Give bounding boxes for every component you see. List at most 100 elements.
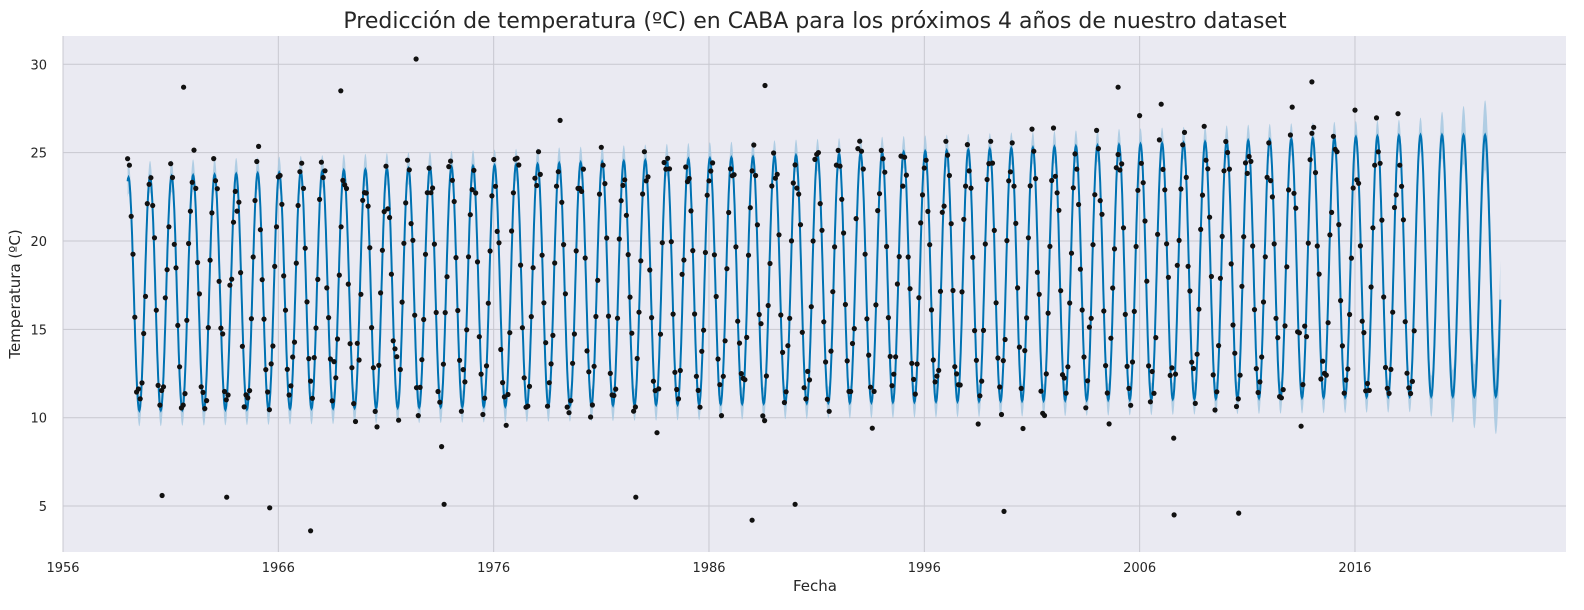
observed-point <box>1257 379 1263 385</box>
observed-point <box>322 168 328 174</box>
observed-point <box>919 192 926 198</box>
observed-point <box>708 168 714 174</box>
observed-point <box>485 300 491 306</box>
observed-point <box>519 325 526 331</box>
observed-point <box>880 156 886 162</box>
observed-point <box>1291 190 1297 196</box>
observed-point <box>1189 359 1195 365</box>
observed-point <box>187 208 193 214</box>
observed-point <box>290 354 296 360</box>
observed-point <box>808 304 814 310</box>
observed-point <box>230 219 237 225</box>
observed-point <box>905 254 911 260</box>
observed-point <box>815 150 822 156</box>
observed-point <box>873 302 879 308</box>
observed-point <box>690 248 696 254</box>
observed-point <box>1106 421 1112 427</box>
observed-point <box>1070 185 1076 191</box>
observed-point <box>991 227 997 233</box>
observed-point <box>1323 372 1329 378</box>
observed-point <box>1307 157 1313 163</box>
observed-point <box>546 380 552 386</box>
observed-point <box>1009 140 1015 146</box>
observed-point <box>641 149 648 155</box>
observed-point <box>1300 382 1306 388</box>
observed-point <box>413 56 419 62</box>
observed-point <box>1054 190 1060 196</box>
observed-point <box>848 388 854 395</box>
observed-point <box>928 307 935 313</box>
observed-point <box>396 417 402 423</box>
observed-point <box>537 171 543 177</box>
observed-point <box>1187 288 1193 294</box>
observed-point <box>270 343 276 349</box>
observed-point <box>191 147 197 153</box>
observed-point <box>221 388 228 395</box>
observed-point <box>1384 385 1390 391</box>
observed-point <box>735 318 741 324</box>
observed-point <box>731 172 737 178</box>
observed-point <box>1284 264 1290 270</box>
observed-point <box>674 386 680 393</box>
observed-point <box>1327 232 1333 238</box>
observed-point <box>828 348 834 354</box>
observed-point <box>1061 375 1067 381</box>
observed-point <box>1329 209 1335 215</box>
observed-point <box>334 336 341 342</box>
observed-point <box>444 274 450 280</box>
observed-point <box>552 260 558 266</box>
observed-point <box>1155 231 1161 237</box>
observed-point <box>200 389 206 395</box>
observed-point <box>718 413 725 419</box>
observed-point <box>1034 269 1040 275</box>
observed-point <box>238 270 244 276</box>
observed-point <box>1266 140 1272 146</box>
observed-point <box>1110 285 1116 291</box>
observed-point <box>318 159 324 165</box>
observed-point <box>857 138 863 144</box>
observed-point <box>1205 166 1211 172</box>
observed-point <box>882 169 888 175</box>
y-tick-label: 30 <box>30 58 47 73</box>
observed-point <box>204 398 210 404</box>
observed-point <box>182 391 188 397</box>
observed-point <box>1086 324 1092 330</box>
observed-point <box>778 312 784 318</box>
observed-point <box>1050 125 1057 131</box>
observed-point <box>1359 318 1365 324</box>
observed-point <box>369 325 375 331</box>
x-tick-label: 1976 <box>477 561 510 576</box>
observed-point <box>1316 271 1322 277</box>
observed-point <box>146 181 152 187</box>
observed-point <box>229 276 235 282</box>
observed-point <box>1244 170 1250 176</box>
observed-point <box>727 166 734 172</box>
observed-point <box>1006 178 1012 184</box>
observed-point <box>392 346 398 352</box>
observed-point <box>1248 158 1254 164</box>
observed-point <box>902 154 908 160</box>
observed-point <box>160 384 167 390</box>
observed-point <box>1138 160 1144 166</box>
observed-point <box>1036 291 1042 297</box>
observed-point <box>1397 162 1403 168</box>
observed-point <box>415 413 421 419</box>
observed-point <box>234 208 240 214</box>
observed-point <box>507 330 513 336</box>
observed-point <box>810 238 816 244</box>
observed-point <box>781 399 788 406</box>
observed-point <box>844 358 850 364</box>
observed-point <box>1318 376 1324 382</box>
observed-point <box>1395 111 1401 117</box>
observed-point <box>677 367 683 374</box>
observed-point <box>177 364 183 370</box>
observed-point <box>150 202 156 209</box>
observed-point <box>796 191 802 197</box>
observed-point <box>383 163 389 169</box>
observed-point <box>839 196 845 202</box>
observed-point <box>1038 388 1044 394</box>
observed-point <box>656 386 662 392</box>
observed-point <box>1273 315 1279 321</box>
observed-point <box>593 313 599 320</box>
observed-point <box>1190 365 1197 372</box>
